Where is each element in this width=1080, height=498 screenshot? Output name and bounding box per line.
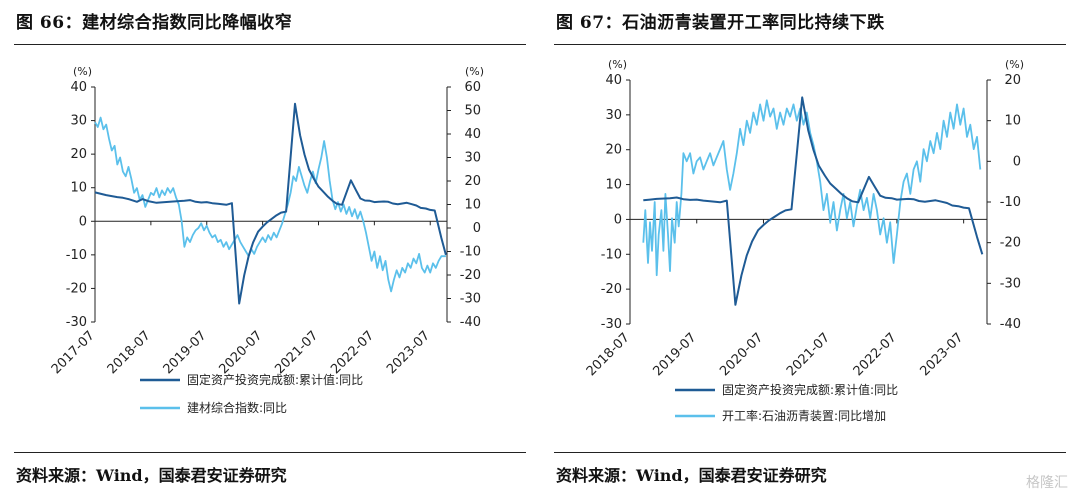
x-tick-label: 2022-07 (851, 330, 900, 379)
right-tick-label: -30 (1000, 276, 1021, 291)
legend-label: 固定资产投资完成额:累计值:同比 (722, 382, 898, 397)
source-rule (554, 452, 1066, 453)
title-rule (14, 44, 526, 45)
right-axis-unit: (%) (465, 65, 484, 78)
series-line-1 (642, 99, 982, 277)
right-tick-label: 30 (464, 151, 481, 166)
left-tick-label: -30 (66, 315, 87, 330)
right-tick-label: 0 (1013, 154, 1021, 169)
x-tick-label: 2020-07 (717, 330, 766, 379)
right-tick-label: 20 (1004, 73, 1021, 88)
source-rule (14, 452, 526, 453)
right-tick-label: 50 (464, 104, 481, 119)
left-tick-label: 40 (605, 73, 622, 88)
right-tick-label: -10 (460, 245, 481, 260)
right-tick-label: -30 (460, 292, 481, 307)
left-tick-label: 20 (70, 147, 87, 162)
line-chart-66: (%) (%) 40 30 20 10 0 -10 -20 -30 60 50 40 30 20 10 0 -10… (49, 65, 484, 415)
right-tick-label: -40 (1000, 317, 1021, 332)
legend-label: 固定资产投资完成额:累计值:同比 (187, 372, 363, 387)
left-tick-label: 10 (605, 178, 622, 193)
x-tick-label: 2023-07 (917, 330, 966, 379)
x-tick-label: 2022-07 (328, 328, 377, 377)
left-tick-label: 30 (70, 114, 87, 129)
left-tick-label: 10 (70, 181, 87, 196)
right-tick-label: -20 (460, 268, 481, 283)
line-chart-67: (%) (%) 40 30 20 10 0 -10 -20 -30 20 10 0 -10 -20 -30 -4… (584, 58, 1024, 423)
left-tick-label: -10 (66, 248, 87, 263)
legend-label: 开工率:石油沥青装置:同比增加 (722, 408, 886, 423)
source-note: 资料来源：Wind，国泰君安证券研究 (556, 466, 827, 485)
x-tick-label: 2019-07 (161, 328, 210, 377)
x-tick-label: 2023-07 (384, 328, 433, 377)
series-line-0 (643, 96, 984, 306)
left-axis-unit: (%) (73, 65, 92, 78)
x-tick-label: 2017-07 (49, 328, 98, 377)
left-tick-label: -30 (601, 317, 622, 332)
series-line-1 (94, 116, 446, 293)
x-tick-label: 2018-07 (584, 330, 633, 379)
series-line-0 (94, 102, 447, 305)
x-tick-label: 2018-07 (105, 328, 154, 377)
x-tick-label: 2020-07 (216, 328, 265, 377)
left-tick-label: 40 (70, 80, 87, 95)
left-tick-label: 0 (79, 214, 87, 229)
chart-panel-left: 图 66：建材综合指数同比降幅收窄 (%) (%) 40 30 20 10 0 -10 -20 -… (14, 13, 526, 485)
right-tick-label: -20 (1000, 236, 1021, 251)
right-tick-label: -10 (1000, 195, 1021, 210)
x-tick-label: 2019-07 (651, 330, 700, 379)
legend-label: 建材综合指数:同比 (187, 400, 287, 415)
left-tick-label: -20 (66, 281, 87, 296)
right-tick-label: 40 (464, 127, 481, 142)
right-tick-label: 10 (464, 198, 481, 213)
left-tick-label: 20 (605, 143, 622, 158)
left-tick-label: -10 (601, 247, 622, 262)
title-rule (554, 44, 1066, 45)
left-axis-unit: (%) (608, 58, 627, 71)
right-tick-label: 10 (1004, 114, 1021, 129)
watermark-logo: 格隆汇 (1026, 475, 1068, 491)
left-tick-label: -20 (601, 282, 622, 297)
right-tick-label: 60 (464, 80, 481, 95)
x-tick-label: 2021-07 (272, 328, 321, 377)
right-tick-label: 0 (473, 221, 481, 236)
left-tick-label: 30 (605, 108, 622, 123)
right-tick-label: -40 (460, 315, 481, 330)
right-tick-label: 20 (464, 174, 481, 189)
right-axis-unit: (%) (1005, 58, 1024, 71)
x-tick-label: 2021-07 (784, 330, 833, 379)
source-note: 资料来源：Wind，国泰君安证券研究 (16, 466, 287, 485)
chart-title: 图 67：石油沥青装置开工率同比持续下跌 (556, 13, 885, 33)
left-tick-label: 0 (614, 212, 622, 227)
chart-panel-right: 图 67：石油沥青装置开工率同比持续下跌 (%) (%) 40 30 20 10 0 -10 -… (540, 0, 1080, 498)
chart-title: 图 66：建材综合指数同比降幅收窄 (16, 13, 293, 33)
